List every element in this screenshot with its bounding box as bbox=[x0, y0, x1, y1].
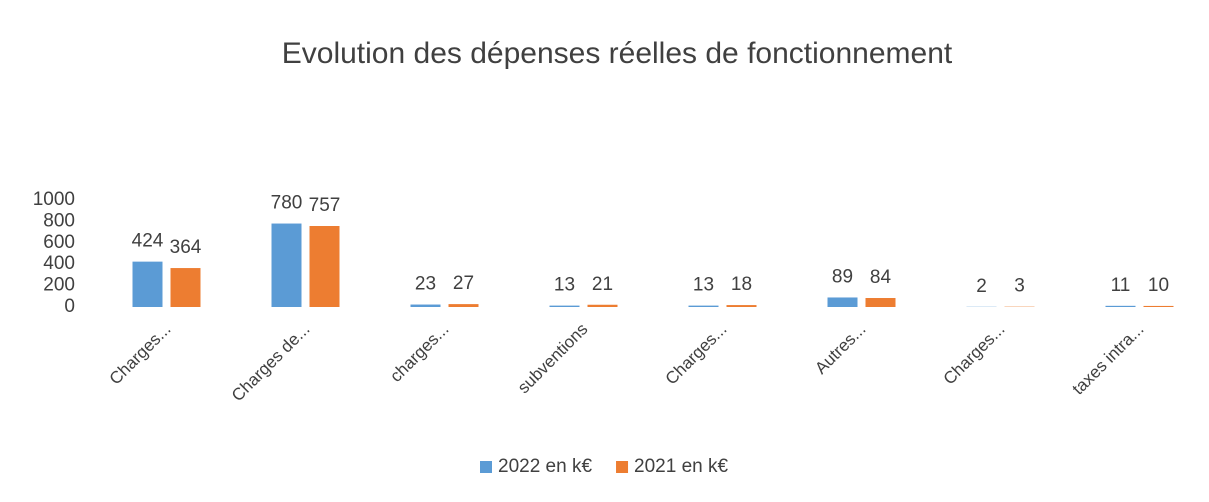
legend-label: 2022 en k€ bbox=[498, 456, 592, 477]
bar bbox=[448, 304, 479, 307]
data-label: 27 bbox=[453, 273, 474, 294]
bar bbox=[865, 298, 896, 307]
data-label: 21 bbox=[592, 274, 613, 295]
bar bbox=[309, 226, 340, 307]
bar bbox=[271, 223, 302, 307]
bar bbox=[1105, 305, 1136, 307]
data-label: 364 bbox=[170, 237, 202, 258]
bar bbox=[827, 297, 858, 307]
chart-title: Evolution des dépenses réelles de foncti… bbox=[282, 37, 953, 70]
bar bbox=[549, 305, 580, 307]
y-tick-label: 800 bbox=[43, 210, 75, 231]
data-label: 11 bbox=[1111, 275, 1131, 296]
data-label: 13 bbox=[693, 275, 714, 296]
data-label: 23 bbox=[415, 274, 436, 295]
data-label: 424 bbox=[132, 231, 164, 252]
legend-label: 2021 en k€ bbox=[634, 456, 728, 477]
bar bbox=[410, 304, 441, 307]
legend-swatch bbox=[480, 461, 492, 473]
data-label: 780 bbox=[271, 193, 303, 214]
bar bbox=[688, 305, 719, 307]
data-label: 84 bbox=[870, 267, 892, 288]
y-tick-label: 200 bbox=[43, 275, 75, 296]
data-label: 3 bbox=[1014, 276, 1025, 297]
y-tick-label: 0 bbox=[64, 296, 75, 317]
data-label: 2 bbox=[976, 276, 987, 297]
data-label: 13 bbox=[554, 275, 575, 296]
bar bbox=[132, 261, 163, 307]
legend-swatch bbox=[616, 461, 629, 473]
y-tick-label: 400 bbox=[43, 253, 75, 274]
data-label: 10 bbox=[1148, 275, 1169, 296]
y-tick-label: 600 bbox=[43, 232, 75, 253]
bar bbox=[1143, 305, 1174, 307]
data-label: 18 bbox=[731, 274, 752, 295]
bar bbox=[170, 268, 201, 307]
bar bbox=[726, 305, 757, 307]
bar bbox=[587, 304, 618, 307]
data-label: 89 bbox=[832, 266, 853, 287]
data-label: 757 bbox=[309, 195, 341, 216]
y-tick-label: 1000 bbox=[33, 189, 75, 210]
